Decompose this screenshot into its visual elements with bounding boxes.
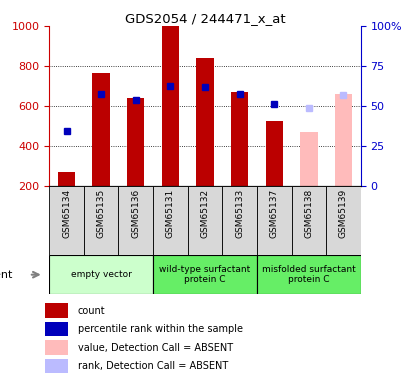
Bar <box>45 359 67 374</box>
Text: agent: agent <box>0 270 12 280</box>
Bar <box>161 26 179 186</box>
Bar <box>256 255 360 294</box>
Text: GSM65136: GSM65136 <box>131 189 140 238</box>
Bar <box>256 186 291 255</box>
Text: GSM65138: GSM65138 <box>303 189 312 238</box>
Bar <box>45 322 67 336</box>
Bar <box>222 186 256 255</box>
Bar <box>49 255 153 294</box>
Text: count: count <box>78 306 105 315</box>
Bar <box>118 186 153 255</box>
Text: GSM65131: GSM65131 <box>166 189 175 238</box>
Bar <box>49 186 83 255</box>
Bar <box>230 92 248 186</box>
Text: GSM65133: GSM65133 <box>234 189 243 238</box>
Bar <box>196 58 213 186</box>
Text: misfolded surfactant
protein C: misfolded surfactant protein C <box>261 265 355 284</box>
Bar <box>265 121 282 186</box>
Bar <box>45 340 67 355</box>
Text: wild-type surfactant
protein C: wild-type surfactant protein C <box>159 265 250 284</box>
Bar <box>92 73 110 186</box>
Bar <box>334 94 351 186</box>
Bar <box>45 303 67 318</box>
Bar <box>187 186 222 255</box>
Text: empty vector: empty vector <box>70 270 131 279</box>
Text: GSM65132: GSM65132 <box>200 189 209 238</box>
Bar <box>127 98 144 186</box>
Bar <box>153 186 187 255</box>
Text: GSM65137: GSM65137 <box>269 189 278 238</box>
Bar <box>153 255 256 294</box>
Text: GSM65134: GSM65134 <box>62 189 71 238</box>
Bar <box>58 172 75 186</box>
Bar <box>83 186 118 255</box>
Text: value, Detection Call = ABSENT: value, Detection Call = ABSENT <box>78 343 232 352</box>
Title: GDS2054 / 244471_x_at: GDS2054 / 244471_x_at <box>124 12 285 25</box>
Bar <box>291 186 326 255</box>
Text: rank, Detection Call = ABSENT: rank, Detection Call = ABSENT <box>78 361 227 371</box>
Text: GSM65135: GSM65135 <box>97 189 106 238</box>
Bar <box>326 186 360 255</box>
Bar <box>299 132 317 186</box>
Text: percentile rank within the sample: percentile rank within the sample <box>78 324 242 334</box>
Text: GSM65139: GSM65139 <box>338 189 347 238</box>
